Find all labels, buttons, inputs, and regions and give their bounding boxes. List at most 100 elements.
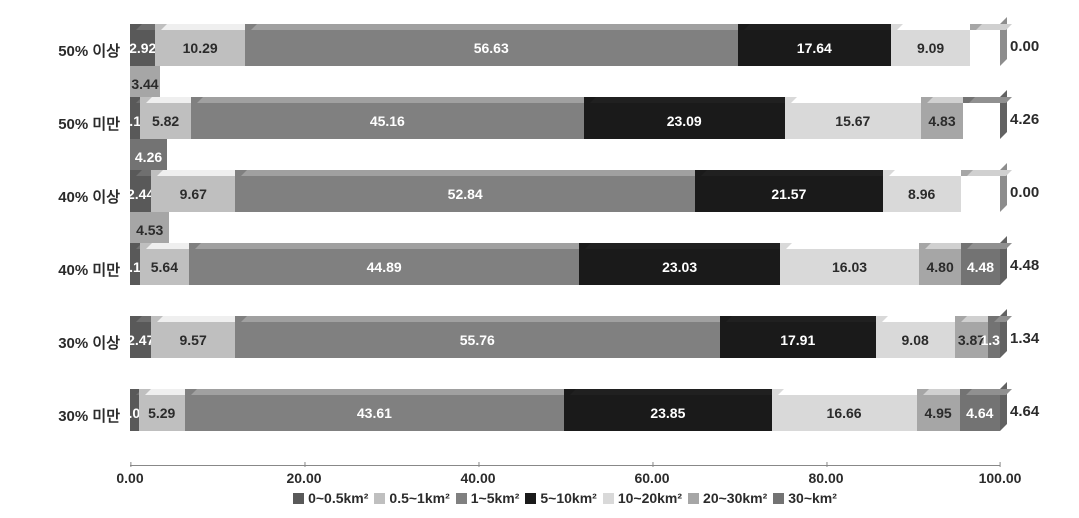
- bar-segment: 17.91: [720, 322, 876, 358]
- bar-segment: 9.09: [891, 30, 970, 66]
- bar-row: 30% 이상2.479.5755.7617.919.083.871.341.34: [130, 312, 1000, 385]
- legend-label: 1~5km²: [471, 490, 520, 506]
- legend-label: 10~20km²: [618, 490, 682, 506]
- legend-swatch: [374, 493, 385, 504]
- bar: 1.005.2943.6123.8516.664.954.64: [130, 395, 1000, 431]
- legend-swatch: [525, 493, 536, 504]
- legend-item: 0~0.5km²: [293, 490, 368, 506]
- segment-value: 9.08: [902, 332, 929, 348]
- legend-swatch: [688, 493, 699, 504]
- bar-segment-top: [738, 24, 891, 30]
- row-end-value: 0.00: [1010, 184, 1055, 201]
- legend-label: 20~30km²: [703, 490, 767, 506]
- segment-value: 15.67: [835, 113, 870, 129]
- bar-segment: 23.85: [564, 395, 771, 431]
- y-axis-label: 30% 미만: [20, 405, 120, 426]
- row-end-value: 4.64: [1010, 403, 1055, 420]
- segment-value: 2.44: [127, 186, 154, 202]
- bar-segment: 23.09: [584, 103, 785, 139]
- segment-value: 4.64: [966, 405, 993, 421]
- plot-area: 50% 이상2.9210.2956.6317.649.093.440.0050%…: [130, 20, 1000, 460]
- bar-segment-top: [130, 243, 140, 249]
- bar-segment: 4.64: [960, 395, 1000, 431]
- bar-segment: 56.63: [245, 30, 738, 66]
- segment-value: 23.85: [650, 405, 685, 421]
- legend-swatch: [293, 493, 304, 504]
- y-axis-label: 30% 이상: [20, 332, 120, 353]
- bar-top-face: [130, 170, 1000, 176]
- bar-segment: 4.80: [919, 249, 961, 285]
- segment-value: 5.82: [152, 113, 179, 129]
- bar-segment: 16.66: [772, 395, 917, 431]
- segment-value: 43.61: [357, 405, 392, 421]
- segment-value: 9.67: [180, 186, 207, 202]
- bar-top-face: [130, 389, 1000, 395]
- bar-segment-top: [876, 316, 955, 322]
- row-end-value: 1.34: [1010, 330, 1055, 347]
- legend-item: 5~10km²: [525, 490, 596, 506]
- segment-value: 23.09: [667, 113, 702, 129]
- legend-item: 30~km²: [773, 490, 837, 506]
- bar-segment: 4.83: [921, 103, 963, 139]
- segment-value: 3.44: [131, 76, 158, 92]
- bar: 1.185.8245.1623.0915.674.834.26: [130, 103, 1000, 139]
- bar: 1.13 5.64 44.89 23.0316.03 4.80 4.48: [130, 249, 1000, 285]
- bar-segment: 5.29: [139, 395, 185, 431]
- legend-item: 0.5~1km²: [374, 490, 449, 506]
- legend-label: 30~km²: [788, 490, 837, 506]
- bar-segment: 2.44: [130, 176, 151, 212]
- bar-segment: 1.13: [130, 249, 140, 285]
- bar-segment-top: [883, 170, 961, 176]
- segment-value: 10.29: [183, 40, 218, 56]
- bar-row: 30% 미만1.005.2943.6123.8516.664.954.644.6…: [130, 385, 1000, 458]
- segment-value: 9.09: [917, 40, 944, 56]
- legend-item: 1~5km²: [456, 490, 520, 506]
- bar-segment: 10.29: [155, 30, 245, 66]
- segment-value: 56.63: [474, 40, 509, 56]
- segment-value: 44.89: [367, 259, 402, 275]
- segment-value: 21.57: [771, 186, 806, 202]
- bar: 2.479.5755.7617.919.083.871.34: [130, 322, 1000, 358]
- bar-segment-top: [919, 243, 961, 249]
- bar-row: 40% 이상2.449.6752.8421.578.964.530.00: [130, 166, 1000, 239]
- legend-label: 5~10km²: [540, 490, 596, 506]
- bar-segment: 1.00: [130, 395, 139, 431]
- bar-segment: 9.08: [876, 322, 955, 358]
- bar-segment: 9.67: [151, 176, 235, 212]
- bar-segment-top: [584, 97, 785, 103]
- segment-value: 17.64: [797, 40, 832, 56]
- bar-segment: 43.61: [185, 395, 564, 431]
- bar-segment: 2.92: [130, 30, 155, 66]
- bar-segment-top: [720, 316, 876, 322]
- bar-segment: 16.03: [780, 249, 919, 285]
- bar-segment: 4.48: [961, 249, 1000, 285]
- bar-top-face: [130, 97, 1000, 103]
- x-tick-label: 40.00: [460, 470, 495, 486]
- segment-value: 5.29: [148, 405, 175, 421]
- bar-segment: 55.76: [235, 322, 720, 358]
- segment-value: 45.16: [370, 113, 405, 129]
- bar-segment: 23.03: [579, 249, 779, 285]
- segment-value: 4.80: [926, 259, 953, 275]
- legend: 0~0.5km² 0.5~1km² 1~5km² 5~10km² 10~20km² 20~…: [130, 490, 1000, 506]
- bar-segment-top: [579, 243, 779, 249]
- stacked-bar-chart: 50% 이상2.9210.2956.6317.649.093.440.0050%…: [0, 0, 1079, 518]
- x-tick-label: 0.00: [116, 470, 143, 486]
- segment-value: 2.47: [127, 332, 154, 348]
- bar-segment: 5.64: [140, 249, 189, 285]
- bar-top-face: [130, 316, 1000, 322]
- segment-value: 5.64: [151, 259, 178, 275]
- y-axis-label: 50% 미만: [20, 113, 120, 134]
- bar-segment-top: [695, 170, 883, 176]
- bar-segment-top: [140, 97, 191, 103]
- bar-row: 50% 미만1.185.8245.1623.0915.674.834.264.2…: [130, 93, 1000, 166]
- bar-top-face: [130, 24, 1000, 30]
- bar-segment-top: [130, 170, 151, 176]
- bar-segment-top: [130, 97, 140, 103]
- bar-segment: 1.34: [988, 322, 1000, 358]
- bar-segment: 52.84: [235, 176, 695, 212]
- bar-segment-top: [245, 24, 738, 30]
- bar-segment-top: [151, 316, 234, 322]
- bar: 2.9210.2956.6317.649.093.44: [130, 30, 1000, 66]
- y-axis-label: 40% 이상: [20, 186, 120, 207]
